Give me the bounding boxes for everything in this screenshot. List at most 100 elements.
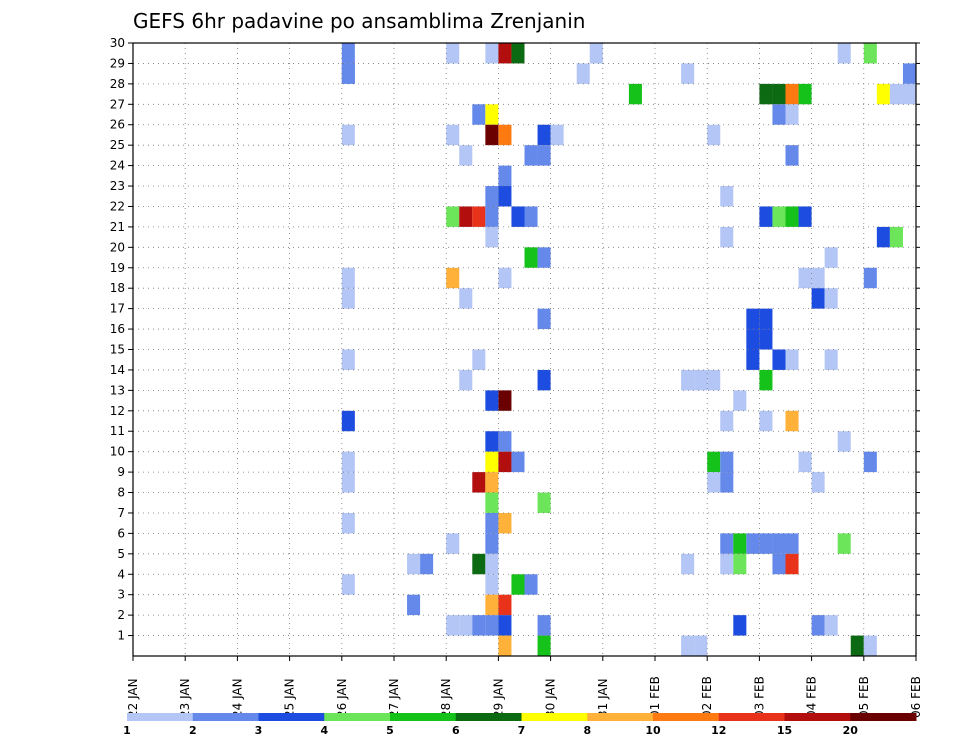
heatmap-cell — [785, 83, 799, 105]
heatmap-cell — [341, 267, 355, 289]
heatmap-cell — [863, 43, 877, 64]
y-tick-label: 6 — [117, 526, 125, 540]
y-tick-label: 3 — [117, 588, 125, 602]
colorbar-label: 15 — [777, 724, 792, 737]
heatmap-cell — [420, 553, 434, 575]
x-tick-label: 04 FEB — [805, 676, 819, 718]
heatmap-cell — [537, 369, 551, 391]
heatmap-cell — [772, 104, 786, 125]
heatmap-cell — [446, 124, 460, 146]
heatmap-cell — [694, 635, 708, 656]
heatmap-cell — [498, 594, 512, 616]
y-tick-label: 15 — [110, 343, 125, 357]
heatmap-cell — [785, 410, 799, 432]
x-tick-label: 27 JAN — [387, 678, 401, 718]
colorbar-swatch — [587, 713, 654, 721]
heatmap-cell — [472, 615, 486, 636]
colorbar-label: 6 — [452, 724, 460, 737]
heatmap-cell — [537, 492, 551, 513]
heatmap-cell — [681, 635, 695, 656]
heatmap-cell — [511, 43, 525, 64]
heatmap-cell — [341, 124, 355, 146]
heatmap-cell — [498, 390, 512, 411]
heatmap-cell — [537, 145, 551, 166]
heatmap-cell — [746, 349, 760, 370]
heatmap-cell — [707, 472, 721, 493]
y-tick-label: 27 — [110, 97, 125, 111]
heatmap-cell — [341, 451, 355, 473]
heatmap-cell — [485, 533, 499, 554]
heatmap-cell — [485, 615, 499, 636]
x-tick-label: 26 JAN — [335, 678, 349, 718]
y-tick-label: 5 — [117, 547, 125, 561]
colorbar-swatch — [390, 713, 457, 721]
heatmap-cell — [733, 533, 747, 554]
colorbar: 1 2 3 4 5 6 7 8 10 12 15 20 — [123, 713, 917, 737]
heatmap-cell — [707, 124, 721, 146]
heatmap-cell — [485, 431, 499, 452]
heatmap-cell — [498, 267, 512, 289]
heatmap-cell — [446, 615, 460, 636]
colorbar-swatch — [324, 713, 391, 721]
heatmap-cell — [863, 267, 877, 289]
heatmap-cell — [785, 104, 799, 125]
heatmap-cell — [472, 472, 486, 493]
colorbar-swatch — [127, 713, 194, 721]
colorbar-label: 4 — [320, 724, 328, 737]
heatmap-cell — [589, 43, 603, 64]
heatmap-cell — [485, 390, 499, 411]
heatmap-cell — [902, 63, 916, 84]
heatmap-cell — [681, 63, 695, 84]
heatmap-cell — [798, 267, 812, 289]
colorbar-label: 3 — [255, 724, 263, 737]
heatmap-cell — [824, 247, 838, 268]
heatmap-cell — [459, 369, 473, 391]
heatmap-cell — [902, 83, 916, 105]
y-tick-label: 11 — [110, 424, 125, 438]
heatmap-cell — [863, 635, 877, 656]
heatmap-cell — [863, 451, 877, 473]
y-tick-label: 29 — [110, 56, 125, 70]
y-tick-label: 4 — [117, 567, 125, 581]
heatmap-cell — [824, 288, 838, 309]
heatmap-cell — [341, 410, 355, 432]
heatmap-cell — [733, 390, 747, 411]
heatmap-cell — [811, 615, 825, 636]
heatmap-cell — [407, 553, 421, 575]
colorbar-swatch — [850, 713, 917, 721]
heatmap-cell — [537, 124, 551, 146]
y-tick-label: 12 — [110, 404, 125, 418]
heatmap-cell — [524, 574, 538, 595]
heatmap-cell — [498, 186, 512, 207]
heatmap-cell — [785, 533, 799, 554]
colorbar-label: 12 — [711, 724, 726, 737]
grid-lines — [133, 43, 916, 656]
heatmap-cell — [720, 226, 734, 248]
heatmap-cell — [485, 553, 499, 575]
y-tick-label: 20 — [110, 240, 125, 254]
heatmap-cell — [446, 533, 460, 554]
heatmap-cell — [472, 349, 486, 370]
heatmap-cell — [889, 226, 903, 248]
colorbar-swatch — [653, 713, 720, 721]
x-axis-ticks: 22 JAN 23 JAN 24 JAN 25 JAN 26 JAN 27 JAN 28 J… — [126, 656, 923, 718]
x-tick-label: 05 FEB — [857, 676, 871, 718]
heatmap-cell — [759, 329, 773, 350]
y-tick-label: 26 — [110, 118, 125, 132]
x-tick-label: 22 JAN — [126, 678, 140, 718]
heatmap-cell — [837, 431, 851, 452]
colorbar-label: 7 — [518, 724, 526, 737]
heatmap-cell — [524, 247, 538, 268]
heatmap-cell — [772, 553, 786, 575]
y-tick-label: 13 — [110, 383, 125, 397]
heatmap-cell — [485, 186, 499, 207]
heatmap-cell — [811, 267, 825, 289]
y-axis-ticks: 1234567891011121314151617181920212223242… — [110, 36, 920, 643]
heatmap-cell — [876, 83, 890, 105]
heatmap-cell — [785, 145, 799, 166]
heatmap-cell — [811, 288, 825, 309]
heatmap-cell — [759, 369, 773, 391]
x-tick-label: 25 JAN — [283, 678, 297, 718]
colorbar-swatch — [784, 713, 851, 721]
